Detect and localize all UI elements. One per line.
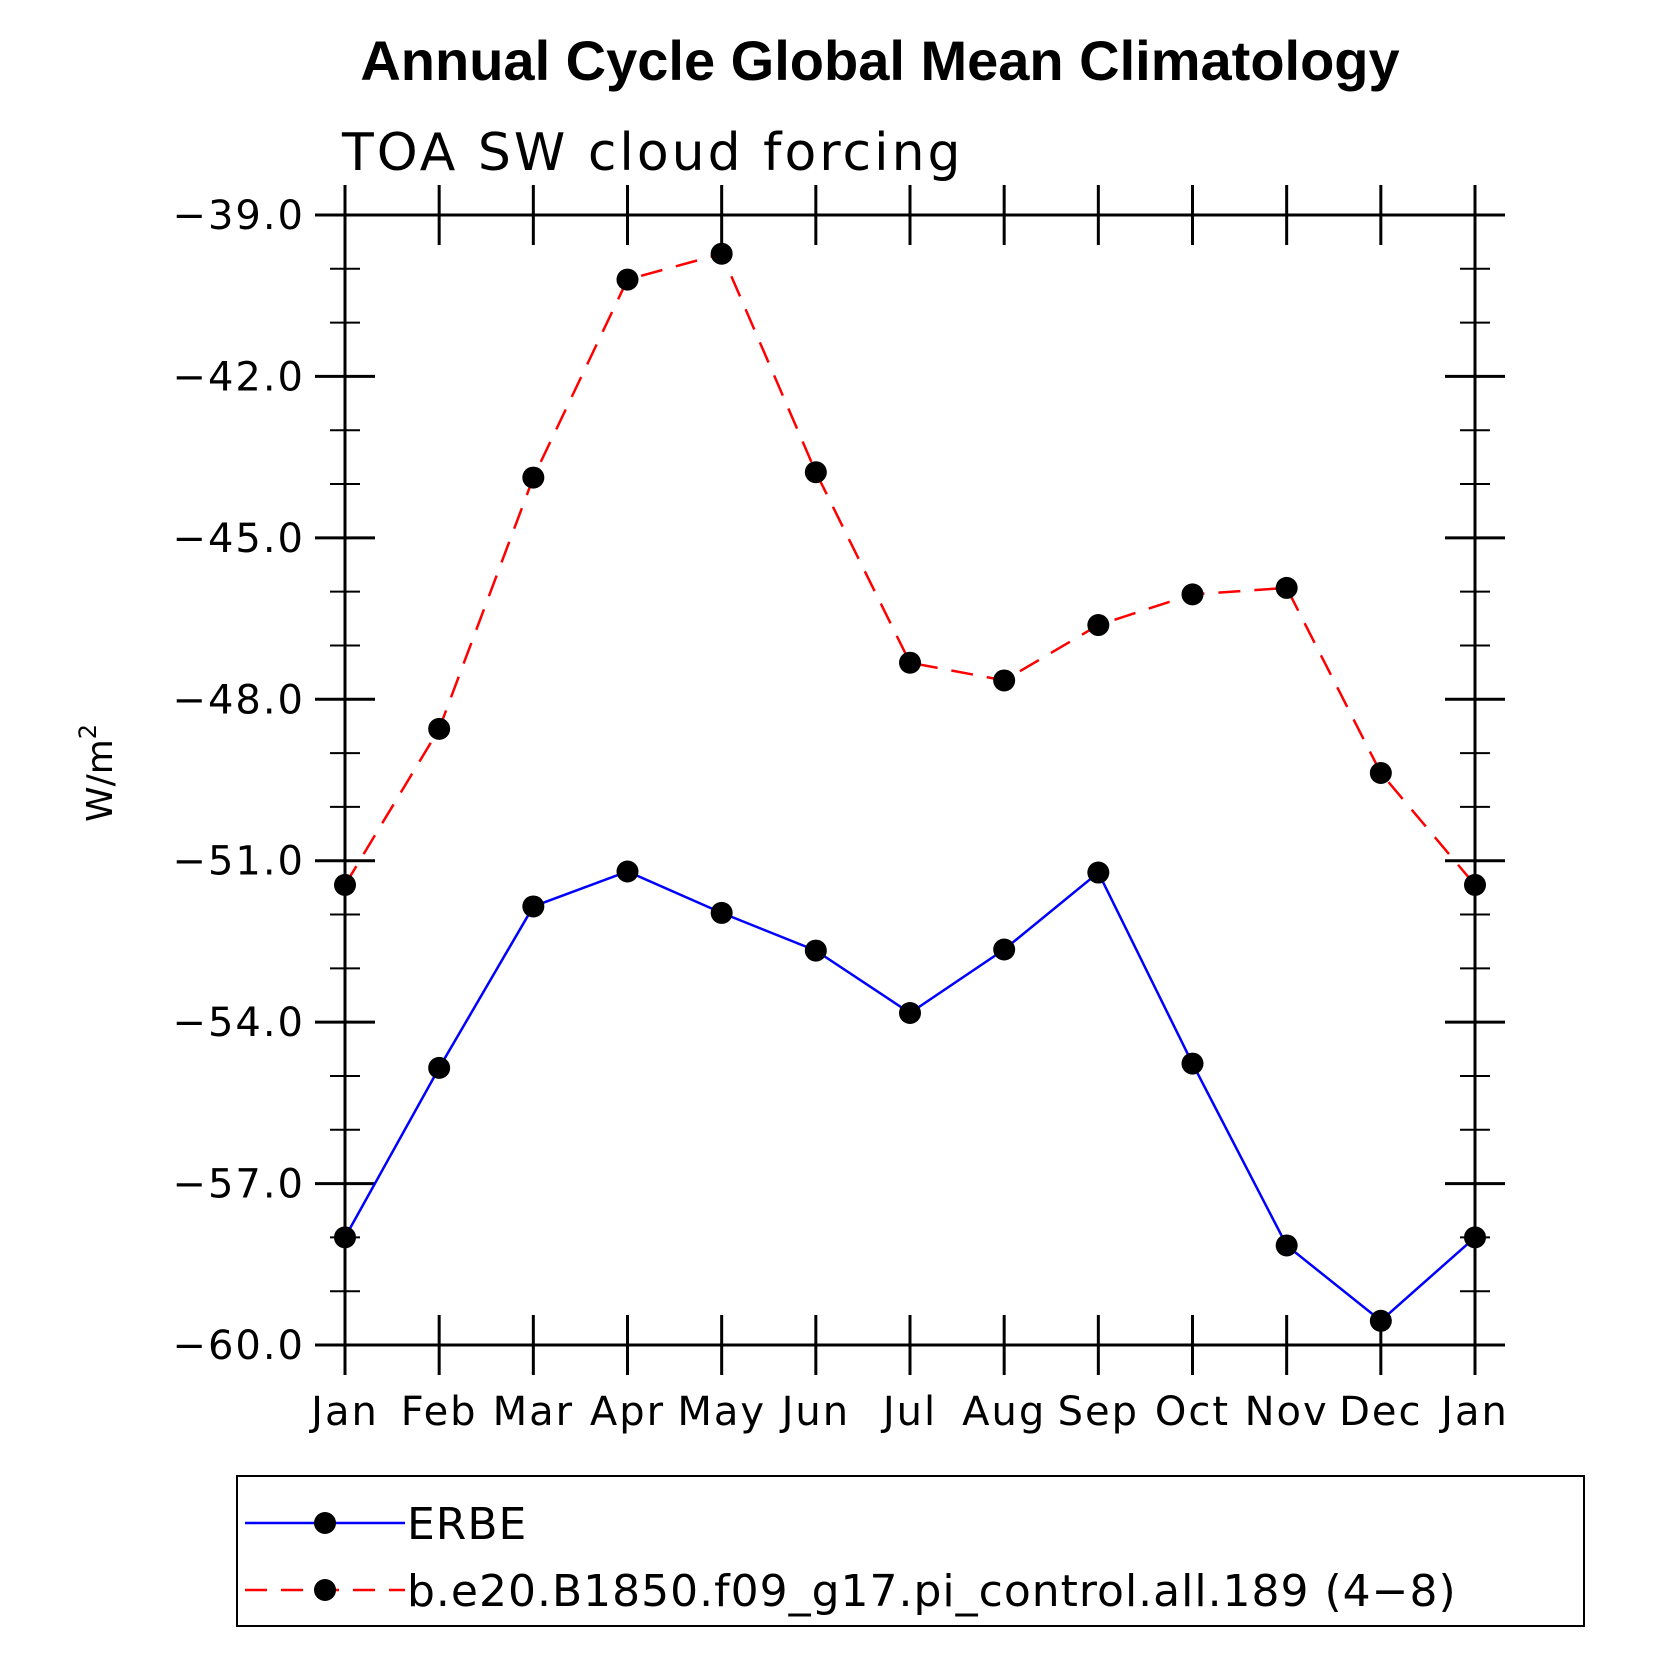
series-1-point <box>522 895 545 918</box>
series-1-point <box>1181 1052 1204 1075</box>
y-tick-label: −57.0 <box>172 1162 305 1208</box>
series-2-point <box>993 669 1016 692</box>
series-2-point <box>428 717 451 740</box>
legend: ERBE b.e20.B1850.f09_g17.pi_control.all.1… <box>236 1475 1585 1627</box>
x-tick-label: Sep <box>1058 1389 1139 1435</box>
series-1-point <box>993 938 1016 961</box>
x-tick-label: Jul <box>880 1389 937 1435</box>
series-1-point <box>1369 1309 1392 1332</box>
x-tick-label: Feb <box>401 1389 478 1435</box>
legend-box <box>236 1475 1585 1627</box>
series-2-point <box>1464 873 1486 896</box>
legend-label-1: ERBE <box>407 1499 527 1550</box>
series-2-point <box>1369 762 1392 785</box>
y-tick-label: −45.0 <box>172 516 305 562</box>
series-lines <box>343 252 1476 1323</box>
y-axis-label-base: W/m <box>80 739 121 822</box>
legend-entries: ERBE b.e20.B1850.f09_g17.pi_control.all.1… <box>245 1499 1457 1617</box>
x-tick-label: Jan <box>308 1389 379 1435</box>
series-1-point <box>616 860 639 883</box>
y-tick-label: −60.0 <box>172 1323 305 1369</box>
series-2-point <box>522 466 545 489</box>
series-2-point <box>804 461 827 484</box>
y-tick-label: −54.0 <box>172 1000 305 1046</box>
series-1-point <box>1087 861 1110 884</box>
series-1-point <box>710 901 733 924</box>
x-tick-label: Aug <box>962 1389 1046 1435</box>
series-1-point <box>1464 1226 1486 1249</box>
series-1-point <box>899 1001 921 1024</box>
series-2-point <box>710 242 733 265</box>
series-markers <box>334 242 1486 1332</box>
chart-title: Annual Cycle Global Mean Climatology <box>360 29 1399 92</box>
legend-marker-1 <box>314 1512 336 1534</box>
series-2-point <box>616 268 639 291</box>
y-tick-label: −39.0 <box>172 193 305 239</box>
y-tick-label: −42.0 <box>172 354 305 400</box>
y-tick-labels: −39.0 −42.0 −45.0 −48.0 −51.0 −54.0 −57.0 −60.0 <box>172 193 305 1369</box>
y-axis-label: W/m2 <box>74 724 121 822</box>
series-2-point <box>334 873 356 896</box>
x-tick-label: Jun <box>779 1389 851 1435</box>
chart-subtitle: TOA SW cloud forcing <box>341 123 964 183</box>
x-tick-labels: Jan Feb Mar Apr May Jun Jul Aug Sep Oct Nov Dec Jan <box>308 1389 1509 1435</box>
plot-frame <box>343 213 1477 1347</box>
series-2-point <box>899 651 921 674</box>
y-tick-label: −51.0 <box>172 839 305 885</box>
x-tick-label: Jan <box>1438 1389 1509 1435</box>
y-tick-label: −48.0 <box>172 677 305 723</box>
legend-marker-2 <box>314 1579 336 1601</box>
series-1-point <box>1275 1234 1298 1257</box>
x-tick-label: Nov <box>1245 1389 1329 1435</box>
series-1-point <box>804 939 827 962</box>
y-axis-label-superscript: 2 <box>74 724 102 739</box>
series-2-point <box>1181 583 1204 606</box>
x-tick-label: Mar <box>493 1389 574 1435</box>
x-tick-label: May <box>677 1389 766 1435</box>
series-2-point <box>1087 614 1110 637</box>
series-line-1 <box>343 870 1476 1323</box>
x-tick-label: Apr <box>590 1389 665 1435</box>
x-tick-label: Dec <box>1339 1389 1422 1435</box>
axis-ticks <box>315 185 1505 1375</box>
legend-label-2: b.e20.B1850.f09_g17.pi_control.all.189 (… <box>407 1566 1457 1617</box>
series-2-point <box>1275 576 1298 599</box>
x-tick-label: Oct <box>1155 1389 1230 1435</box>
series-1-point <box>334 1226 356 1249</box>
series-line-2 <box>343 252 1476 886</box>
series-1-point <box>428 1056 451 1079</box>
